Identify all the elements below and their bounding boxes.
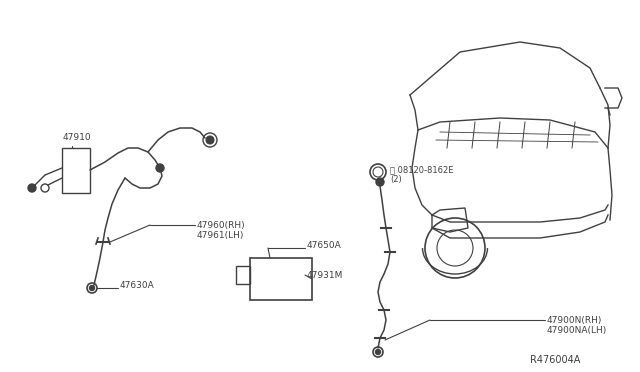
Bar bbox=[62, 148, 90, 193]
Circle shape bbox=[28, 184, 36, 192]
Circle shape bbox=[376, 350, 381, 355]
Text: Ⓑ 08120-8162E: Ⓑ 08120-8162E bbox=[390, 165, 454, 174]
Text: R476004A: R476004A bbox=[530, 355, 580, 365]
Text: 47650A: 47650A bbox=[307, 241, 342, 250]
Text: 47910: 47910 bbox=[63, 133, 92, 142]
Text: (2): (2) bbox=[390, 175, 402, 184]
Bar bbox=[250, 258, 312, 300]
Circle shape bbox=[90, 285, 95, 291]
Bar bbox=[236, 266, 250, 284]
Circle shape bbox=[156, 164, 164, 172]
Text: 47900N(RH)
47900NA(LH): 47900N(RH) 47900NA(LH) bbox=[547, 316, 607, 336]
Text: 47630A: 47630A bbox=[120, 280, 155, 289]
Text: 47960(RH)
47961(LH): 47960(RH) 47961(LH) bbox=[197, 221, 246, 240]
Text: 47931M: 47931M bbox=[307, 270, 344, 279]
Circle shape bbox=[206, 136, 214, 144]
Circle shape bbox=[376, 178, 384, 186]
